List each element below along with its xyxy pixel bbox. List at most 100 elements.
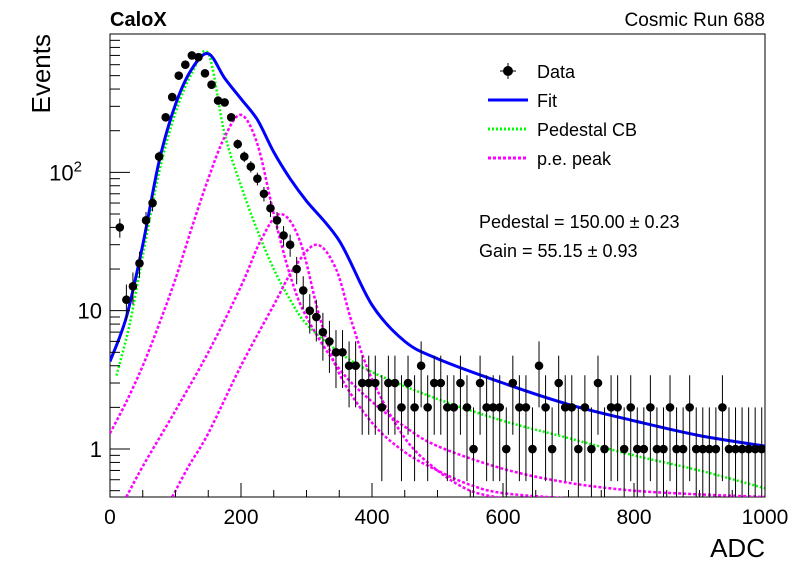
data-point	[344, 341, 354, 408]
data-point	[750, 407, 760, 497]
data-point	[377, 375, 387, 482]
pedestal-curve	[115, 49, 765, 490]
data-point	[213, 96, 223, 105]
data-point	[141, 211, 151, 231]
data-point	[410, 375, 419, 482]
data-point	[501, 407, 511, 497]
data-point	[122, 284, 131, 321]
data-point	[403, 355, 413, 435]
data-point	[187, 51, 197, 60]
data-point	[705, 407, 714, 497]
data-point	[259, 186, 269, 202]
data-point	[482, 375, 491, 482]
x-tick-label: 800	[616, 506, 651, 529]
data-point	[665, 375, 675, 482]
data-point	[724, 407, 734, 497]
data-point	[495, 375, 505, 482]
data-point	[685, 375, 694, 482]
data-point	[338, 330, 347, 388]
data-point	[731, 407, 740, 497]
data-point	[331, 330, 341, 388]
data-point	[757, 407, 765, 497]
data-point	[357, 355, 367, 435]
data-point	[135, 251, 144, 278]
axes: 0 200 400 600 800 1000 1 10 102	[49, 39, 788, 529]
pedestal-annotation: Pedestal = 150.00 ± 0.23	[479, 212, 680, 232]
fit-curves	[110, 49, 765, 497]
data-point	[593, 355, 603, 435]
data-point	[541, 375, 550, 482]
data-point	[246, 161, 256, 173]
data-point	[429, 355, 439, 435]
legend-label-pedestal: Pedestal CB	[537, 120, 637, 140]
gain-annotation: Gain = 55.15 ± 0.93	[479, 241, 638, 261]
data-point	[619, 407, 629, 497]
legend-entry-pedestal: Pedestal CB	[488, 120, 637, 140]
data-point	[456, 355, 465, 435]
data-point	[272, 211, 282, 231]
x-axis-label: ADC	[710, 533, 765, 563]
data-point	[154, 151, 164, 163]
data-point	[639, 407, 649, 497]
data-point	[239, 151, 249, 163]
data-point	[226, 112, 236, 122]
data-point	[436, 355, 446, 435]
data-point	[351, 341, 360, 408]
y-tick-label: 1	[90, 437, 102, 462]
x-tick-label: 0	[104, 506, 116, 529]
legend-label-fit: Fit	[537, 91, 557, 111]
data-point	[626, 375, 636, 482]
data-point	[632, 407, 642, 497]
data-point	[652, 407, 662, 497]
data-point	[554, 355, 563, 435]
data-point	[560, 375, 570, 482]
x-tick-label: 600	[485, 506, 520, 529]
data-point	[646, 375, 655, 482]
data-point	[613, 375, 622, 482]
data-point	[194, 52, 203, 62]
data-point	[305, 294, 315, 334]
data-point	[220, 98, 229, 107]
data-point	[253, 172, 262, 186]
legend: Data Fit Pedestal CB p.e. peak	[488, 62, 637, 169]
data-point	[449, 375, 459, 482]
data-point	[508, 355, 518, 435]
run-label: Cosmic Run 688	[625, 10, 765, 31]
data-point	[207, 80, 216, 90]
data-point	[574, 407, 583, 497]
data-point	[528, 407, 537, 497]
data-point	[744, 407, 753, 497]
experiment-label: CaloX	[110, 9, 167, 31]
data-point	[390, 355, 400, 435]
data-point	[567, 375, 577, 482]
data-point	[488, 375, 498, 482]
data-point	[469, 407, 478, 497]
data-point	[534, 341, 544, 408]
y-axis-label: Events	[26, 34, 56, 114]
data-point	[115, 218, 125, 238]
data-point	[266, 200, 275, 217]
data-point	[711, 407, 721, 497]
data-point	[718, 375, 727, 482]
data-point	[298, 276, 308, 310]
data-point	[678, 407, 688, 497]
legend-entry-pe-peak: p.e. peak	[488, 149, 612, 169]
x-tick-label: 200	[223, 506, 258, 529]
fit-curve	[110, 52, 765, 448]
data-point	[167, 92, 177, 102]
data-point	[475, 355, 485, 435]
data-point	[397, 375, 406, 482]
data-point	[370, 355, 380, 435]
data-point	[148, 195, 157, 212]
data-point	[737, 407, 747, 497]
pe-peak-curve	[110, 113, 765, 497]
data-point	[521, 375, 531, 482]
data-point	[318, 312, 328, 361]
data-point	[600, 407, 609, 497]
legend-label-data: Data	[537, 62, 576, 82]
pe-peak-curve	[171, 243, 503, 497]
data-point	[606, 375, 616, 482]
y-tick-label: 10	[78, 299, 102, 324]
data-point	[161, 112, 170, 122]
